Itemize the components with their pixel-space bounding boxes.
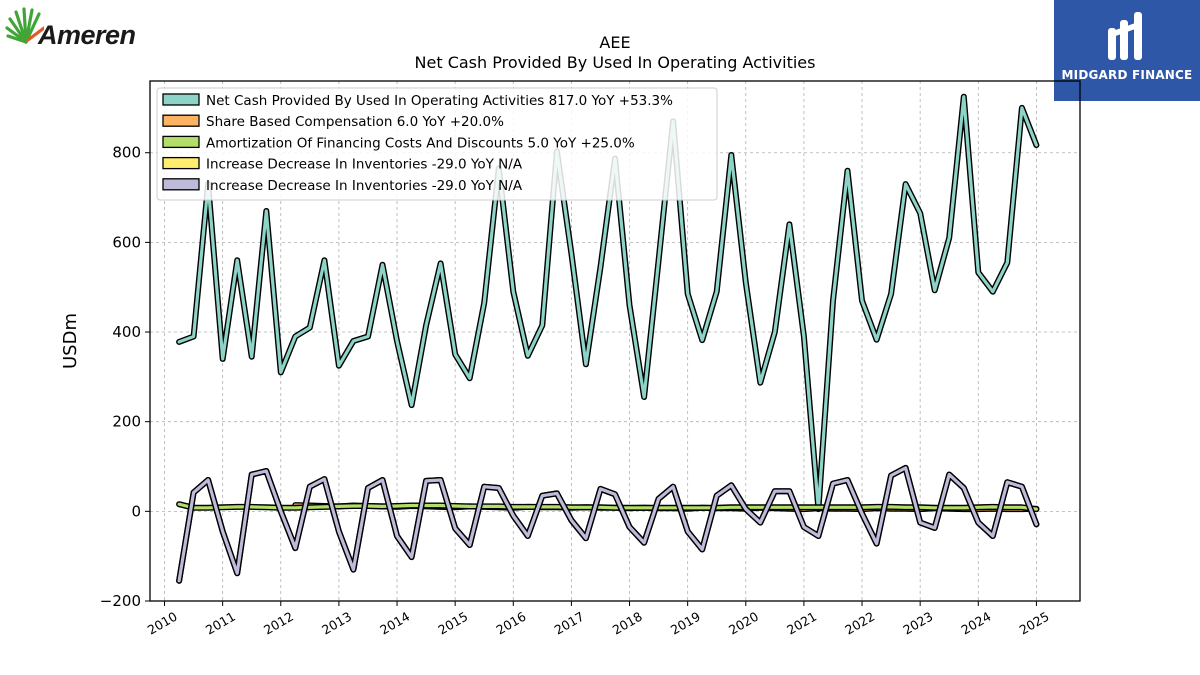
midgard-finance-text: MIDGARD FINANCE [1061,68,1193,82]
x-tick-label: 2012 [261,609,296,638]
legend-entry: Amortization Of Financing Costs And Disc… [206,135,635,151]
x-tick-label: 2021 [784,609,819,638]
x-tick-label: 2010 [145,609,180,638]
x-tick-label: 2016 [494,609,529,638]
legend-swatch [162,114,200,127]
x-tick-label: 2019 [668,609,703,638]
x-tick-label: 2020 [726,609,761,638]
x-tick-label: 2025 [1017,609,1052,638]
series-2 [176,501,1040,513]
y-tick-label: 400 [112,323,141,341]
legend-entry: Share Based Compensation 6.0 YoY +20.0% [206,114,504,130]
y-tick-label: 600 [112,233,141,251]
series-line-outline [176,464,1040,584]
x-axis: 2010 2011 2012 2013 2014 2015 2016 2017 2018 2019… [145,601,1052,638]
midgard-emblem-icon [1108,12,1142,60]
legend-swatch [162,178,200,191]
chart-title: AEE [599,33,630,52]
y-axis-label: USDm [60,313,81,369]
x-tick-label: 2024 [959,609,994,638]
plot-frame [149,80,1081,602]
ameren-logo: Ameren [4,4,136,60]
legend-swatch [162,93,200,106]
series-line [177,95,1039,511]
ameren-logo-text: Ameren [38,20,136,50]
x-tick-label: 2018 [610,609,645,638]
x-tick-label: 2017 [552,609,587,638]
series-4 [176,464,1040,584]
x-tick-label: 2013 [319,609,354,638]
y-tick-label: 200 [112,413,141,431]
y-tick-label: −200 [100,592,141,610]
x-tick-label: 2015 [435,609,470,638]
x-tick-label: 2022 [842,609,877,638]
legend: Net Cash Provided By Used In Operating A… [156,87,718,201]
series-0 [176,93,1040,513]
sunburst-logo-icon [5,7,44,44]
legend-entry: Net Cash Provided By Used In Operating A… [206,93,673,109]
x-tick-label: 2011 [203,609,238,638]
y-tick-label: 800 [112,144,141,162]
legend-entry: Increase Decrease In Inventories -29.0 Y… [206,178,523,194]
midgard-finance-logo: MIDGARD FINANCE [1054,0,1200,101]
series-line [177,502,1039,511]
series-layer [176,93,1040,584]
y-tick-label: 0 [131,502,141,520]
chart-subtitle: Net Cash Provided By Used In Operating A… [415,53,816,72]
x-tick-label: 2023 [900,609,935,638]
legend-swatch [162,135,200,149]
legend-entry: Increase Decrease In Inventories -29.0 Y… [206,157,523,173]
legend-swatch [162,156,200,170]
legend-box [156,87,718,201]
series-line [177,466,1039,583]
x-tick-label: 2014 [377,609,412,638]
y-axis: −200 0 200 400 600 800 [100,144,150,610]
